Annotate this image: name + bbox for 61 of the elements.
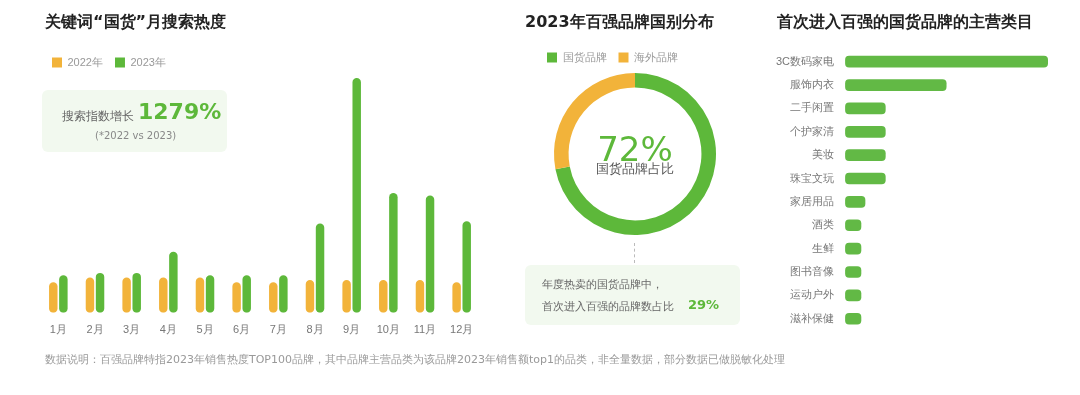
bar [462, 221, 471, 313]
y-tick-label: 3C数码家电 [775, 54, 834, 67]
bar [315, 223, 325, 313]
x-tick-label: 4月 [159, 323, 177, 336]
y-tick-label: 酒类 [811, 218, 834, 231]
y-tick-label: 运动户外 [789, 288, 834, 301]
chart-title: 关键词“国货”月搜索热度 [45, 12, 227, 33]
x-tick-label: 1月 [49, 323, 67, 336]
y-tick-label: 家居用品 [789, 194, 834, 207]
x-tick-label: 7月 [269, 323, 287, 336]
y-tick-label: 珠宝文玩 [789, 171, 834, 184]
y-tick-label: 服饰内衣 [789, 78, 834, 91]
x-tick-label: 5月 [196, 323, 214, 336]
bar [279, 275, 288, 313]
legend-label: 国货品牌 [562, 50, 607, 63]
y-tick-label: 生鲜 [811, 241, 834, 254]
bar [389, 193, 398, 313]
x-tick-label: 10月 [376, 323, 400, 336]
bar [122, 277, 131, 313]
bar [159, 277, 168, 313]
y-tick-label: 滋补保健 [789, 311, 834, 324]
x-tick-label: 6月 [233, 323, 251, 336]
legend-label: 2023年 [130, 55, 166, 68]
bar [205, 275, 215, 313]
bar [132, 272, 141, 313]
bar [844, 102, 886, 115]
y-tick-label: 图书音像 [789, 265, 834, 278]
bar [95, 272, 105, 313]
legend-label: 海外品牌 [634, 50, 678, 63]
y-tick-label: 二手闲置 [789, 101, 834, 114]
annotation: 搜索指数增长 [62, 108, 134, 125]
text: 年度热卖的国货品牌中， [542, 277, 663, 292]
bar [59, 275, 68, 313]
bar [242, 275, 251, 313]
x-tick-label: 3月 [123, 323, 141, 336]
bar [844, 125, 886, 138]
bar [169, 251, 178, 313]
y-tick-label: 美妆 [811, 148, 834, 161]
bar [844, 149, 886, 161]
x-tick-label: 11月 [413, 323, 437, 336]
x-tick-label: 9月 [343, 323, 361, 336]
text: 数据说明：百强品牌特指2023年销售热度TOP100品牌，其中品牌主营品类为该品牌2023年销售额top1的品类，非全量数据，部分数据已做脱敏化处理 [45, 352, 786, 367]
bar [425, 195, 435, 313]
bar [844, 172, 886, 185]
bar [195, 277, 205, 313]
bar [352, 78, 361, 313]
annotation: 1279% [138, 99, 222, 124]
chart-title: 首次进入百强的国货品牌的主营类目 [777, 12, 1033, 33]
chart-title: 2023年百强品牌国别分布 [525, 12, 714, 33]
x-tick-label: 12月 [450, 323, 474, 336]
annotation: (*2022 vs 2023) [95, 130, 177, 141]
x-tick-label: 8月 [306, 323, 324, 336]
bar [85, 277, 95, 313]
text: 首次进入百强的品牌数占比 [542, 299, 674, 314]
legend-label: 2022年 [67, 55, 103, 68]
x-tick-label: 2月 [86, 323, 104, 336]
text: 国货品牌占比 [595, 161, 675, 178]
text: 29% [688, 297, 720, 312]
bar [844, 55, 1048, 68]
y-tick-label: 个护家清 [789, 124, 834, 137]
bar [844, 79, 947, 91]
